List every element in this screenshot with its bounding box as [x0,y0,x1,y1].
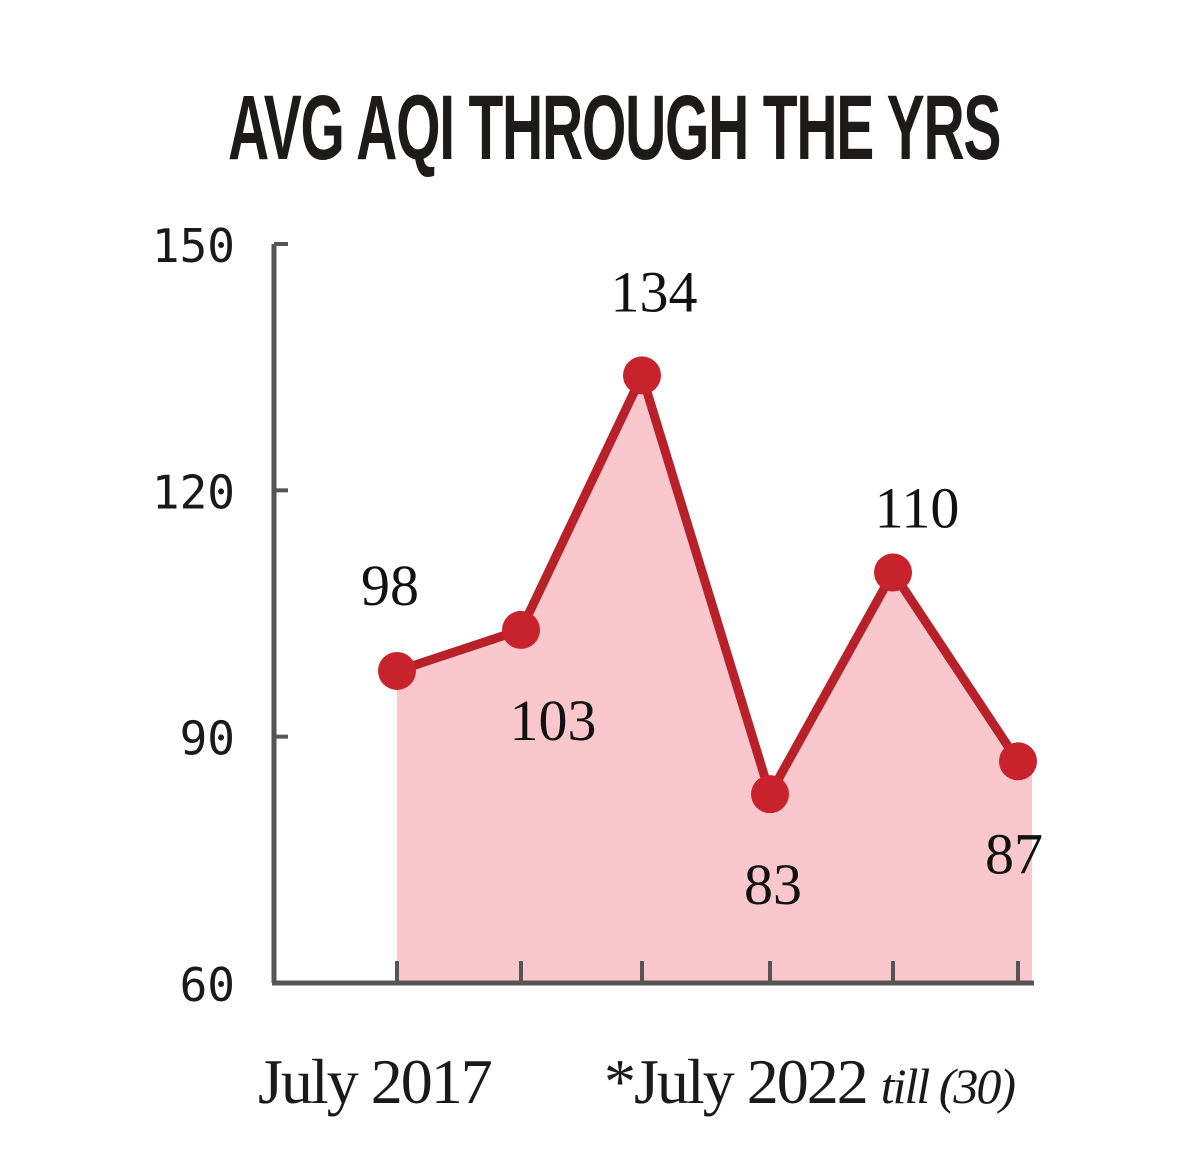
data-label: 110 [875,475,960,540]
data-point-marker [874,553,912,592]
y-tick-label: 90 [180,712,235,766]
x-label-end: *July 2022 till (30) [604,1045,1016,1119]
data-label: 134 [611,259,698,324]
data-point-marker [623,356,661,395]
data-point-marker [502,610,540,649]
data-label: 87 [985,821,1043,886]
series-line [395,362,1022,806]
data-point-marker [999,742,1037,781]
x-label-end-note: till (30) [880,1058,1016,1114]
y-tick-label: 60 [180,958,235,1012]
y-tick-label: 150 [152,219,235,273]
data-point-marker [378,651,416,690]
data-label: 98 [361,553,419,618]
y-tick-label: 120 [152,465,235,519]
x-label-start: July 2017 [258,1046,493,1117]
data-label: 103 [510,688,597,753]
x-label-end-main: *July 2022 [604,1046,869,1117]
area-fill [397,375,1032,983]
chart-title: AVG AQI THROUGH THE YRS [228,77,1001,179]
data-point-marker [751,775,789,814]
data-label: 83 [744,852,802,917]
